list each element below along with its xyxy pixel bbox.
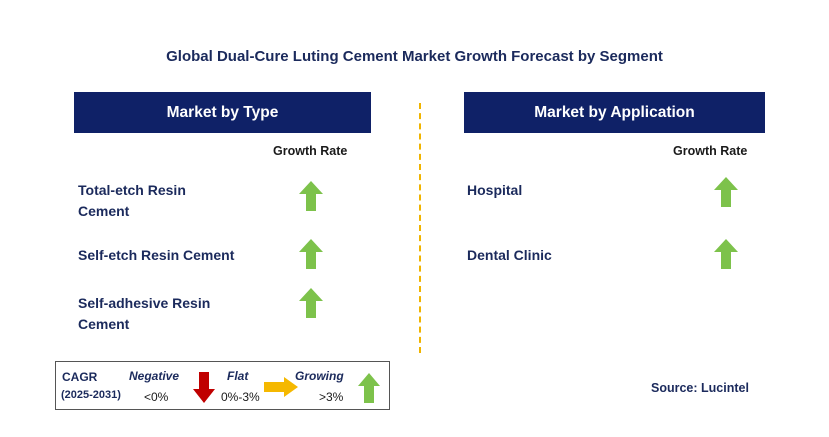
down-arrow-icon bbox=[193, 372, 215, 403]
legend-growing-range: >3% bbox=[319, 390, 344, 404]
cagr-legend: CAGR (2025-2031) Negative <0% Flat 0%-3%… bbox=[55, 361, 390, 410]
legend-period: (2025-2031) bbox=[61, 389, 121, 401]
application-row-label-hospital: Hospital bbox=[467, 182, 523, 198]
up-arrow-icon bbox=[714, 239, 738, 269]
legend-flat-range: 0%-3% bbox=[221, 390, 260, 404]
up-arrow-icon bbox=[299, 288, 323, 318]
application-growth-rate-label: Growth Rate bbox=[673, 144, 748, 158]
type-panel-header: Market by Type bbox=[74, 92, 371, 133]
source-label: Source: Lucintel bbox=[651, 381, 749, 395]
application-row-label-dental-clinic: Dental Clinic bbox=[467, 247, 552, 263]
up-arrow-icon bbox=[299, 239, 323, 269]
legend-cagr-label: CAGR bbox=[62, 370, 98, 384]
legend-flat-label: Flat bbox=[227, 369, 249, 383]
type-row-label-self-adhesive: Self-adhesive Resin Cement bbox=[78, 295, 211, 332]
application-panel-header: Market by Application bbox=[464, 92, 765, 133]
legend-negative-label: Negative bbox=[129, 369, 180, 383]
type-growth-rate-label: Growth Rate bbox=[273, 144, 348, 158]
right-arrow-icon bbox=[264, 377, 298, 397]
type-row-label-self-etch: Self-etch Resin Cement bbox=[78, 247, 235, 263]
legend-negative-range: <0% bbox=[144, 390, 169, 404]
legend-growing-label: Growing bbox=[295, 369, 344, 383]
type-row-label-total-etch: Total-etch Resin Cement bbox=[78, 182, 186, 219]
up-arrow-icon bbox=[299, 181, 323, 211]
chart-title: Global Dual-Cure Luting Cement Market Gr… bbox=[166, 48, 663, 65]
up-arrow-icon bbox=[714, 177, 738, 207]
up-arrow-icon bbox=[358, 373, 380, 403]
panel-divider bbox=[419, 103, 421, 353]
